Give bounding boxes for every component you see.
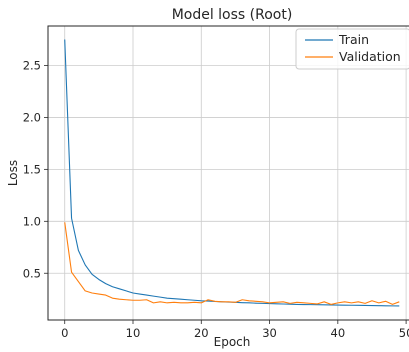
plot-background [48, 26, 409, 320]
x-axis-label: Epoch [214, 335, 251, 349]
legend-label-train: Train [338, 32, 369, 47]
y-tick-label: 1.0 [23, 214, 41, 228]
series-line-validation [64, 222, 400, 305]
x-tick-label: 50 [399, 326, 409, 340]
y-tick-label: 2.0 [23, 110, 41, 124]
x-tick-label: 40 [331, 326, 346, 340]
plot-frame [47, 25, 409, 321]
series-lines [64, 39, 400, 307]
y-tick-label: 1.5 [23, 162, 41, 176]
y-axis-label: Loss [6, 160, 20, 186]
ticks: 0 10 20 30 40 50 0.5 1.0 1.5 2.0 2.5 [23, 58, 409, 340]
y-tick-label: 0.5 [23, 266, 41, 280]
x-tick-label: 0 [61, 326, 68, 340]
x-tick-label: 10 [126, 326, 141, 340]
chart-title: Model loss (Root) [172, 7, 293, 23]
y-tick-label: 2.5 [23, 58, 41, 72]
grid [48, 26, 409, 320]
legend: Train Validation [295, 28, 409, 70]
x-tick-label: 30 [262, 326, 277, 340]
x-tick-label: 20 [194, 326, 209, 340]
legend-box [295, 28, 409, 70]
legend-label-validation: Validation [339, 49, 401, 64]
